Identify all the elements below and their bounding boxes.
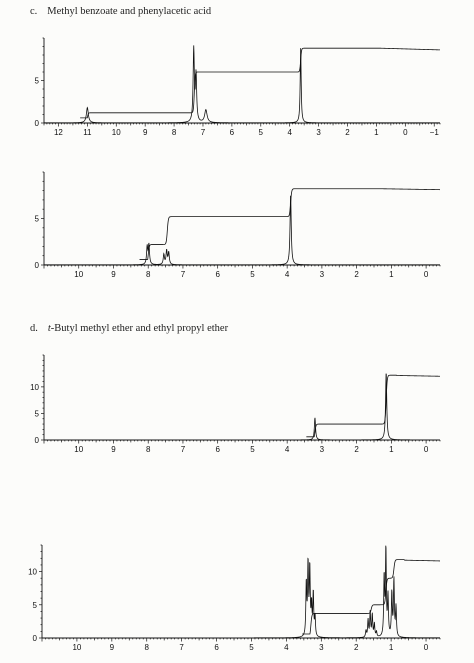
x-tick-label-1: −1 [430,128,440,137]
integral-curve-1 [80,47,441,119]
y-tick-label-1: 5 [35,77,40,86]
x-tick-label-4: 2 [354,643,359,652]
x-tick-label-4: 5 [249,643,254,652]
section-title-c: Methyl benzoate and phenylacetic acid [47,6,212,17]
x-tick-label-1: 3 [316,128,321,137]
x-tick-label-3: 3 [320,445,325,454]
x-tick-label-4: 10 [72,643,81,652]
x-tick-label-4: 1 [389,643,394,652]
section-title-d: -Butyl methyl ether and ethyl propyl eth… [50,323,229,334]
x-tick-label-2: 1 [389,270,394,279]
section-letter-c: c. [30,6,38,17]
x-tick-label-3: 5 [250,445,255,454]
spectrum-trace-1 [44,45,440,124]
spectrum-trace-2 [44,195,440,266]
x-tick-label-3: 2 [354,445,359,454]
x-tick-label-2: 8 [146,270,151,279]
y-tick-label-3: 0 [35,436,40,445]
x-tick-label-4: 6 [214,643,219,652]
x-tick-label-4: 9 [110,643,115,652]
x-tick-label-1: 7 [201,128,206,137]
y-tick-label-4: 0 [33,634,38,643]
x-tick-label-2: 7 [181,270,186,279]
x-tick-label-1: 1 [374,128,379,137]
x-tick-label-2: 6 [215,270,220,279]
x-tick-label-4: 0 [424,643,429,652]
x-tick-label-2: 9 [111,270,116,279]
x-tick-label-1: 11 [83,128,92,137]
x-tick-label-3: 0 [424,445,429,454]
section-heading-c: c. Methyl benzoate and phenylacetic acid [30,6,211,17]
y-tick-label-4: 5 [33,601,38,610]
x-tick-label-1: 5 [259,128,264,137]
y-tick-label-2: 5 [35,215,40,224]
x-tick-label-3: 1 [389,445,394,454]
x-tick-label-2: 3 [320,270,325,279]
x-tick-label-4: 4 [284,643,289,652]
x-tick-label-1: 8 [172,128,177,137]
x-tick-label-4: 8 [145,643,150,652]
x-tick-label-3: 6 [215,445,220,454]
x-tick-label-3: 4 [285,445,290,454]
y-tick-label-2: 0 [35,261,40,270]
x-tick-label-3: 9 [111,445,116,454]
x-tick-label-1: 4 [287,128,292,137]
spectrum-trace-4 [42,545,440,639]
spectrum-trace-3 [44,373,440,441]
x-tick-label-1: 12 [54,128,63,137]
x-tick-label-3: 8 [146,445,151,454]
section-title-d-italic: t [47,323,51,334]
section-heading-d: d. t-Butyl methyl ether and ethyl propyl … [30,323,228,334]
x-tick-label-1: 2 [345,128,350,137]
y-tick-label-3: 10 [30,383,39,392]
x-tick-label-3: 10 [74,445,83,454]
section-letter-d: d. [30,323,38,334]
integral-curve-3 [306,374,440,438]
x-tick-label-4: 3 [319,643,324,652]
integral-curve-4 [302,559,440,635]
x-tick-label-2: 0 [424,270,429,279]
x-tick-label-2: 10 [74,270,83,279]
x-tick-label-1: 10 [112,128,121,137]
x-tick-label-2: 5 [250,270,255,279]
x-tick-label-3: 7 [181,445,186,454]
x-tick-label-2: 2 [354,270,359,279]
integral-curve-2 [139,188,440,260]
x-tick-label-4: 7 [179,643,184,652]
x-tick-label-2: 4 [285,270,290,279]
x-tick-label-1: 6 [230,128,235,137]
x-tick-label-1: 9 [143,128,148,137]
y-tick-label-1: 0 [35,119,40,128]
x-tick-label-1: 0 [403,128,408,137]
y-tick-label-3: 5 [35,409,40,418]
y-tick-label-4: 10 [28,568,37,577]
